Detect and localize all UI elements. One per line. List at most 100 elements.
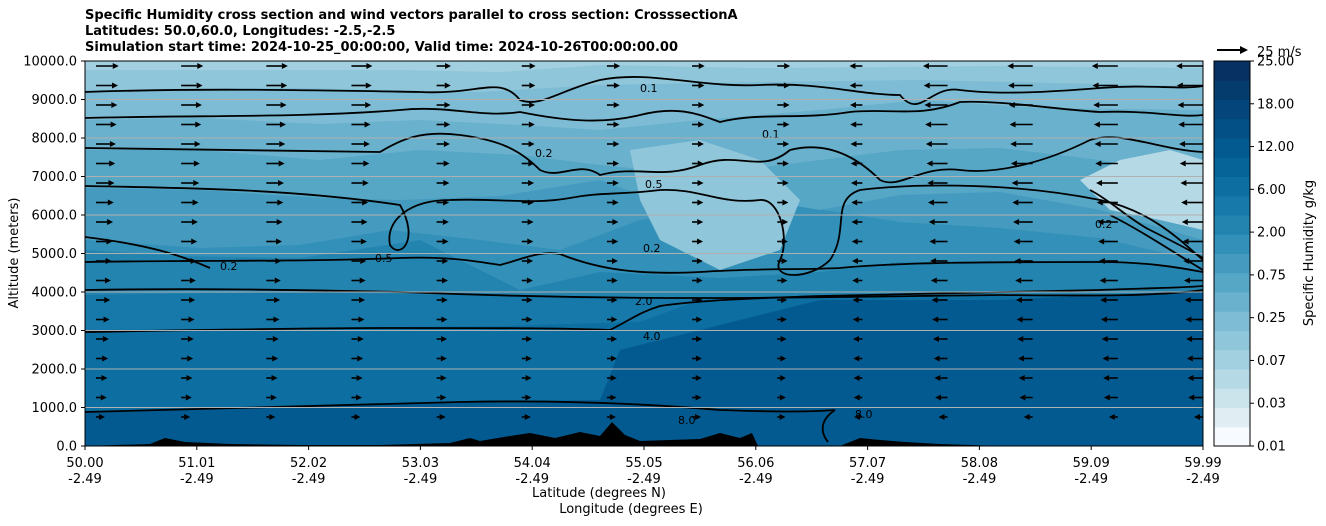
wind-arrowhead: [925, 141, 932, 147]
wind-arrowhead: [363, 160, 370, 167]
wind-arrowhead: [695, 414, 702, 420]
colorbar-segment: [1214, 61, 1250, 81]
x-tick-label-lat: 50.00: [66, 456, 103, 471]
wind-arrowhead: [443, 160, 450, 167]
x-tick-label-lat: 52.02: [290, 456, 327, 471]
wind-arrowhead: [109, 141, 116, 147]
wind-arrowhead: [527, 199, 534, 206]
wind-arrowhead: [272, 336, 279, 342]
wind-arrowhead: [103, 316, 110, 323]
wind-arrowhead: [934, 375, 941, 381]
wind-arrowhead: [187, 336, 194, 342]
wind-arrowhead: [1176, 63, 1183, 69]
wind-arrowhead: [359, 297, 366, 303]
wind-arrowhead: [782, 180, 789, 186]
wind-arrowhead: [780, 316, 787, 323]
wind-arrowhead: [361, 219, 368, 225]
wind-arrowhead: [1096, 180, 1103, 186]
y-tick-label: 9000.0: [32, 93, 78, 108]
wind-arrowhead: [191, 238, 198, 245]
wind-arrowhead: [930, 258, 937, 264]
colorbar-segment: [1214, 195, 1250, 216]
wind-arrowhead: [193, 180, 200, 186]
wind-arrowhead: [188, 316, 195, 323]
wind-arrowhead: [362, 199, 369, 206]
wind-arrowhead: [698, 82, 705, 89]
wind-arrowhead: [111, 102, 118, 108]
wind-arrowhead: [1009, 121, 1016, 128]
wind-arrowhead: [696, 277, 703, 284]
colorbar-tick-label: 25.00: [1257, 55, 1294, 70]
wind-arrowhead: [1015, 297, 1022, 303]
wind-arrowhead: [195, 102, 202, 108]
wind-arrowhead: [927, 199, 934, 206]
wind-arrowhead: [526, 277, 533, 284]
x-tick-label-lon: -2.49: [1074, 472, 1108, 487]
contour-label-3: 0.2: [535, 147, 553, 160]
contour-label-5: 0.5: [375, 252, 393, 265]
wind-arrowhead: [610, 375, 617, 381]
wind-arrowhead: [110, 121, 117, 128]
colorbar-segment: [1214, 157, 1250, 177]
x-axis-label-1: Latitude (degrees N): [532, 486, 666, 501]
wind-arrowhead: [850, 141, 857, 147]
wind-arrowhead: [1183, 258, 1190, 264]
wind-arrowhead: [444, 102, 451, 108]
wind-arrowhead: [107, 219, 114, 225]
contour-label-4: 0.5: [645, 178, 663, 191]
wind-arrowhead: [780, 336, 787, 342]
wind-arrowhead: [931, 297, 938, 303]
wind-arrowhead: [112, 63, 119, 69]
wind-arrowhead: [442, 219, 449, 225]
wind-arrowhead: [191, 219, 198, 225]
wind-arrowhead: [529, 63, 536, 69]
wind-arrowhead: [102, 336, 109, 342]
wind-arrowhead: [439, 414, 446, 420]
wind-arrowhead: [929, 238, 936, 245]
contour-label-7: 0.2: [643, 242, 661, 255]
wind-arrowhead: [1188, 394, 1195, 401]
wind-arrowhead: [697, 141, 704, 147]
contour-label-1: 0.1: [640, 82, 658, 95]
wind-arrowhead: [194, 141, 201, 147]
wind-arrowhead: [781, 277, 788, 284]
wind-arrowhead: [104, 277, 111, 284]
wind-arrowhead: [1187, 375, 1194, 381]
wind-arrowhead: [933, 355, 940, 362]
wind-arrowhead: [277, 180, 284, 186]
wind-key-label: 25 m/s: [1257, 45, 1302, 60]
wind-arrowhead: [612, 238, 619, 245]
wind-arrowhead: [611, 336, 618, 342]
wind-arrowhead: [849, 63, 856, 69]
y-tick-label: 0.0: [56, 440, 77, 455]
colorbar-label: Specific Humidity g/kg: [1302, 180, 1317, 326]
wind-arrowhead: [613, 102, 620, 108]
wind-arrowhead: [781, 297, 788, 303]
wind-arrowhead: [1093, 102, 1100, 108]
y-tick-label: 1000.0: [32, 401, 78, 416]
x-tick-label-lon: -2.49: [963, 472, 997, 487]
wind-arrowhead: [195, 121, 202, 128]
colorbar-tick-label: 12.00: [1257, 140, 1294, 155]
wind-arrowhead: [1016, 316, 1023, 323]
wind-arrowhead: [276, 238, 283, 245]
wind-arrowhead: [360, 238, 367, 245]
wind-arrowhead: [1011, 180, 1018, 186]
wind-arrowhead: [1177, 102, 1184, 108]
colorbar-tick-label: 0.07: [1257, 354, 1286, 369]
wind-arrowhead: [109, 160, 116, 167]
humidity-field: 0.1 0.1 0.2 0.5 0.5 0.2 0.2 0.2 2.0 4.0 …: [85, 61, 1203, 446]
wind-arrowhead: [357, 336, 364, 342]
colorbar-tick-label: 18.00: [1257, 97, 1294, 112]
wind-arrowhead: [1101, 316, 1108, 323]
wind-arrowhead: [698, 63, 705, 69]
wind-arrowhead: [107, 199, 114, 206]
colorbar-tick-label: 2.00: [1257, 226, 1286, 241]
wind-arrowhead: [1007, 63, 1014, 69]
wind-arrowhead: [445, 63, 452, 69]
colorbar-segment: [1214, 99, 1250, 120]
wind-arrowhead: [695, 394, 702, 401]
humidity-band-top: [85, 61, 1203, 72]
wind-arrowhead: [101, 375, 108, 381]
wind-arrowhead: [851, 258, 858, 264]
